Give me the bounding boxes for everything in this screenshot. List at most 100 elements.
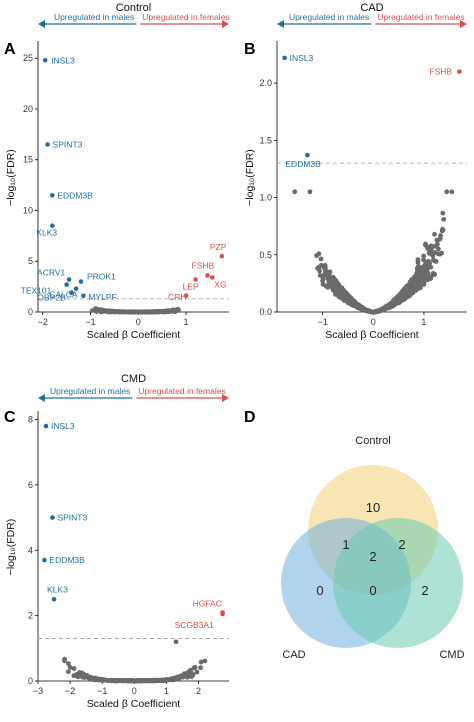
venn-count-cad-only: 0 — [316, 583, 323, 598]
upregulated-males-label: Upregulated in males — [289, 12, 369, 22]
nonsignificant-point — [101, 307, 107, 313]
y-tick-label: 6 — [28, 480, 33, 490]
nonsignificant-point — [73, 672, 79, 678]
y-tick-label: 0.5 — [259, 250, 272, 260]
nonsignificant-point — [424, 267, 430, 273]
data-point-xg — [209, 275, 215, 280]
data-point-obp2b — [69, 290, 74, 296]
nonsignificant-point — [325, 274, 331, 280]
nonsignificant-point — [170, 308, 176, 313]
nonsignificant-point — [145, 309, 150, 315]
panel-title: CAD — [360, 2, 383, 14]
male-arrowhead — [277, 20, 284, 28]
upregulated-females-label: Upregulated in females — [142, 12, 229, 22]
data-point-tex101 — [64, 282, 69, 287]
x-axis-label: Scaled β Coefficient — [87, 698, 180, 710]
female-arrowhead — [222, 20, 229, 28]
gene-label-lep: LEP — [183, 282, 199, 292]
y-tick-label: 2.0 — [259, 78, 272, 88]
nonsignificant-point — [397, 296, 402, 302]
nonsignificant-point — [373, 309, 379, 315]
gene-label-crh: CRH — [168, 292, 186, 302]
data-point-fshb — [457, 69, 462, 74]
nonsignificant-point — [66, 661, 71, 667]
venn-count-all: 2 — [369, 549, 376, 564]
nonsignificant-point — [441, 216, 447, 222]
gene-label-insl3: INSL3 — [51, 421, 75, 431]
nonsignificant-point — [103, 677, 109, 683]
nonsignificant-point — [430, 270, 436, 276]
nonsignificant-point — [156, 309, 162, 315]
data-point-acrv1 — [66, 277, 72, 282]
y-axis-label: −log₁₀(FDR) — [5, 519, 17, 576]
x-tick-label: 0 — [371, 317, 376, 327]
x-tick-label: −1 — [97, 686, 107, 696]
venn-label-cad: CAD — [282, 649, 305, 661]
y-tick-label: 2 — [28, 611, 33, 621]
nonsignificant-point — [158, 678, 164, 684]
y-axis-label: −log₁₀(FDR) — [244, 149, 256, 206]
nonsignificant-point — [180, 674, 186, 680]
x-tick-label: 2 — [196, 686, 201, 696]
venn-circle-cmd — [333, 518, 463, 648]
nonsignificant-point — [135, 678, 140, 684]
gene-label-spint3: SPINT3 — [57, 513, 87, 523]
nonsignificant-point — [439, 250, 445, 256]
nonsignificant-point — [171, 677, 177, 683]
nonsignificant-point — [427, 260, 433, 266]
data-point-insl3 — [282, 55, 287, 61]
gene-label-insl3: INSL3 — [51, 55, 75, 65]
male-arrowhead — [38, 20, 45, 28]
nonsignificant-point — [329, 284, 335, 289]
x-tick-label: −1 — [85, 317, 95, 327]
x-tick-label: 1 — [184, 317, 189, 327]
data-point-lep — [193, 277, 198, 282]
nonsignificant-point — [71, 666, 77, 671]
upregulated-males-label: Upregulated in males — [50, 386, 130, 396]
nonsignificant-point — [131, 309, 137, 315]
nonsignificant-point — [435, 246, 441, 252]
gene-label-fshb: FSHB — [192, 260, 215, 270]
data-point — [292, 189, 298, 195]
nonsignificant-point — [129, 677, 135, 683]
background-point-cloud — [89, 306, 181, 315]
nonsignificant-point — [109, 677, 114, 683]
nonsignificant-point — [163, 309, 168, 315]
nonsignificant-point — [187, 671, 193, 677]
nonsignificant-point — [406, 282, 412, 288]
nonsignificant-point — [438, 233, 443, 238]
nonsignificant-point — [421, 253, 427, 259]
data-point-eddm3b — [42, 557, 47, 563]
nonsignificant-point — [440, 227, 446, 233]
data-point-insl3 — [42, 57, 48, 63]
x-tick-label: 0 — [136, 317, 141, 327]
nonsignificant-point — [202, 658, 208, 664]
nonsignificant-point — [415, 257, 421, 263]
y-tick-label: 8 — [28, 415, 33, 425]
data-point-klk3 — [50, 223, 55, 229]
nonsignificant-point — [420, 273, 426, 279]
data-point-eddm3b — [50, 192, 55, 198]
gene-label-fshb: FSHB — [429, 67, 452, 77]
gene-label-tex101: TEX101 — [21, 286, 52, 296]
upregulated-females-label: Upregulated in females — [377, 12, 464, 22]
nonsignificant-point — [421, 257, 426, 263]
gene-label-eddm3b: EDDM3B — [57, 190, 93, 200]
background-point-cloud — [314, 210, 447, 315]
gene-label-hgfac: HGFAC — [193, 598, 222, 608]
nonsignificant-point — [412, 283, 418, 289]
data-point-calca — [73, 286, 79, 291]
nonsignificant-point — [142, 678, 148, 684]
nonsignificant-point — [334, 289, 340, 294]
y-tick-label: 20 — [23, 104, 33, 114]
nonsignificant-point — [356, 305, 362, 311]
nonsignificant-point — [429, 246, 434, 251]
y-tick-label: 15 — [23, 155, 33, 165]
nonsignificant-point — [320, 273, 326, 278]
nonsignificant-point — [65, 669, 71, 675]
venn-count-control-cad: 1 — [342, 537, 349, 552]
gene-label-spint3: SPINT3 — [53, 140, 83, 150]
